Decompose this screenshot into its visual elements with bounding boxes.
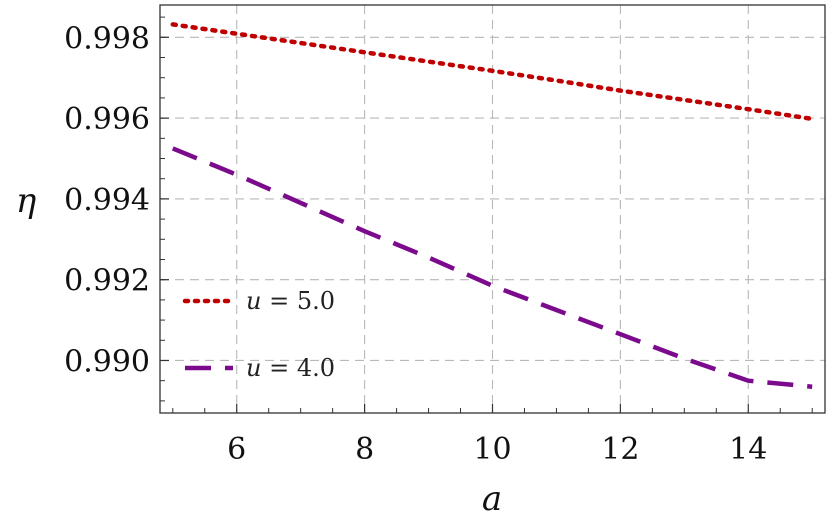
y-tick-label: 0.994 [64,183,150,218]
legend-label-1: u = 5.0 [246,287,335,315]
y-tick-label: 0.998 [64,21,150,56]
x-tick-label: 8 [355,432,374,467]
x-tick-label: 14 [729,432,767,467]
x-axis-ticks: 6 8 10 12 14 [172,404,813,467]
y-axis-ticks: 0.990 0.992 0.994 0.996 0.998 [64,16,169,402]
x-tick-label: 12 [601,432,639,467]
x-axis-title: a [482,479,502,518]
data-series [170,22,815,389]
y-tick-label: 0.996 [64,102,150,137]
y-axis-title: η [16,181,37,221]
y-tick-label: 0.992 [64,264,150,299]
series-line-1 [170,22,815,122]
legend: u = 5.0 u = 4.0 [182,287,335,382]
x-tick-label: 10 [473,432,511,467]
legend-label-2: u = 4.0 [246,354,335,382]
x-tick-label: 6 [227,432,246,467]
y-tick-label: 0.990 [64,344,150,379]
series-line-2 [171,146,813,389]
plot-frame [159,4,826,414]
